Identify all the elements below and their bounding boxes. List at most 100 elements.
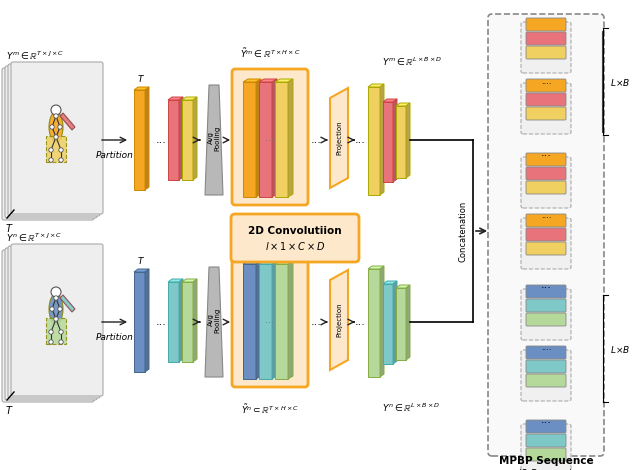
Polygon shape [256, 79, 261, 197]
FancyBboxPatch shape [526, 228, 566, 241]
Bar [182, 100, 193, 180]
FancyBboxPatch shape [521, 424, 571, 470]
FancyBboxPatch shape [526, 167, 566, 180]
Polygon shape [368, 84, 384, 87]
Circle shape [49, 330, 53, 334]
Text: $l \times 1 \times C \times D$: $l \times 1 \times C \times D$ [265, 240, 325, 252]
FancyBboxPatch shape [488, 14, 604, 456]
FancyBboxPatch shape [526, 299, 566, 312]
Polygon shape [182, 279, 197, 282]
FancyBboxPatch shape [526, 153, 566, 166]
Text: $L{\times}B$: $L{\times}B$ [610, 77, 630, 88]
FancyBboxPatch shape [526, 107, 566, 120]
Bar [134, 90, 145, 190]
FancyBboxPatch shape [521, 83, 571, 134]
Bar [259, 82, 272, 197]
FancyBboxPatch shape [8, 64, 100, 216]
Text: (2 Persons): (2 Persons) [518, 468, 573, 470]
Polygon shape [406, 285, 410, 360]
FancyBboxPatch shape [526, 242, 566, 255]
FancyBboxPatch shape [521, 157, 571, 208]
FancyBboxPatch shape [526, 374, 566, 387]
Polygon shape [330, 88, 348, 188]
Bar [275, 82, 288, 197]
Text: ...: ... [156, 135, 166, 145]
Text: $Y^n \in \mathbb{R}^{T \times J \times C}$: $Y^n \in \mathbb{R}^{T \times J \times C… [6, 232, 62, 244]
Polygon shape [383, 99, 397, 102]
Polygon shape [383, 281, 397, 284]
Text: ...: ... [310, 135, 321, 145]
Text: ...: ... [541, 148, 552, 158]
Polygon shape [193, 97, 197, 180]
Polygon shape [275, 79, 293, 82]
Circle shape [59, 330, 63, 334]
Polygon shape [396, 103, 410, 106]
Text: ....: .... [541, 212, 551, 220]
Text: $T$: $T$ [137, 255, 145, 266]
Circle shape [54, 135, 58, 139]
Text: $\tilde{Y}^m \in \mathbb{R}^{T \times H \times C}$: $\tilde{Y}^m \in \mathbb{R}^{T \times H … [240, 46, 300, 60]
FancyBboxPatch shape [526, 434, 566, 447]
Ellipse shape [49, 112, 63, 142]
FancyBboxPatch shape [526, 46, 566, 59]
Polygon shape [272, 79, 277, 197]
Circle shape [58, 307, 62, 311]
Circle shape [51, 287, 61, 297]
FancyBboxPatch shape [521, 289, 571, 340]
Text: ....: .... [541, 77, 551, 86]
Polygon shape [396, 285, 410, 288]
FancyBboxPatch shape [526, 285, 566, 298]
Polygon shape [134, 87, 149, 90]
FancyBboxPatch shape [11, 244, 103, 396]
Text: $T$: $T$ [5, 222, 13, 234]
Circle shape [49, 148, 53, 152]
Bar [134, 272, 145, 372]
Polygon shape [275, 261, 293, 264]
FancyBboxPatch shape [526, 93, 566, 106]
Text: MPBP Sequence: MPBP Sequence [499, 456, 593, 466]
Polygon shape [330, 270, 348, 370]
FancyBboxPatch shape [232, 251, 308, 387]
FancyBboxPatch shape [521, 218, 571, 269]
Polygon shape [272, 261, 277, 379]
FancyBboxPatch shape [231, 214, 359, 262]
Circle shape [50, 307, 54, 311]
Text: ...: ... [266, 133, 275, 143]
FancyBboxPatch shape [2, 68, 94, 220]
Bar [275, 264, 288, 379]
Polygon shape [182, 97, 197, 100]
Polygon shape [179, 97, 183, 180]
FancyBboxPatch shape [526, 313, 566, 326]
FancyBboxPatch shape [521, 22, 571, 73]
FancyBboxPatch shape [232, 69, 308, 205]
Text: Avg
Pooling: Avg Pooling [207, 307, 221, 333]
Text: Projection: Projection [336, 121, 342, 155]
Polygon shape [368, 266, 384, 269]
Bar [182, 282, 193, 362]
Text: $Y^m \in \mathbb{R}^{T \times J \times C}$: $Y^m \in \mathbb{R}^{T \times J \times C… [6, 50, 64, 62]
Polygon shape [145, 269, 149, 372]
Circle shape [54, 296, 58, 300]
Text: $Y^n \in \mathbb{R}^{L \times B \times D}$: $Y^n \in \mathbb{R}^{L \times B \times D… [382, 402, 440, 415]
Polygon shape [205, 85, 223, 195]
Text: ...: ... [156, 317, 166, 327]
FancyBboxPatch shape [526, 214, 566, 227]
FancyBboxPatch shape [526, 360, 566, 373]
Text: Avg
Pooling: Avg Pooling [207, 125, 221, 150]
Bar [368, 269, 380, 377]
Polygon shape [168, 279, 183, 282]
Polygon shape [60, 295, 75, 312]
Bar [383, 284, 393, 364]
Polygon shape [179, 279, 183, 362]
Bar [46, 318, 66, 344]
Text: ...: ... [541, 280, 552, 290]
Polygon shape [145, 87, 149, 190]
Bar [396, 106, 406, 178]
Circle shape [50, 125, 54, 129]
Polygon shape [406, 103, 410, 178]
Polygon shape [60, 113, 75, 130]
Circle shape [54, 114, 58, 118]
Polygon shape [393, 281, 397, 364]
Bar [383, 102, 393, 182]
FancyBboxPatch shape [5, 66, 97, 218]
